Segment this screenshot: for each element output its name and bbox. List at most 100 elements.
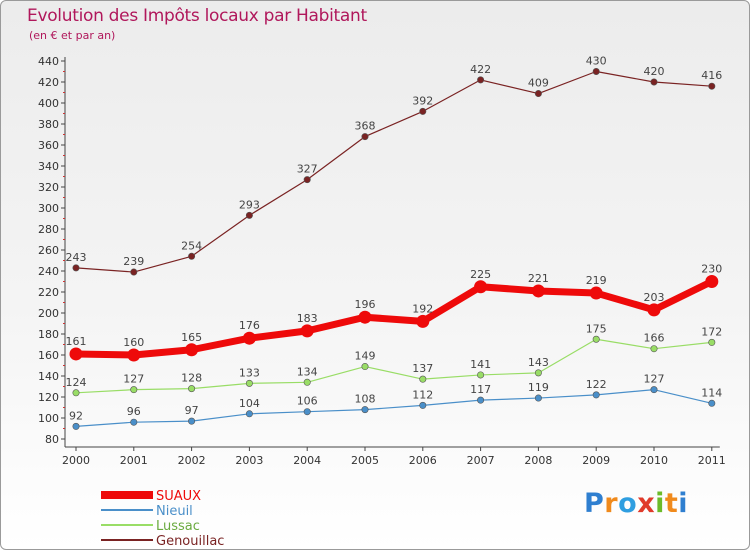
data-point-genouillac xyxy=(130,268,138,276)
data-point-genouillac xyxy=(708,82,716,90)
data-label-nieuil: 108 xyxy=(355,393,376,406)
data-point-nieuil xyxy=(245,410,253,418)
x-tick-label: 2002 xyxy=(178,454,206,467)
data-point-genouillac xyxy=(534,90,542,98)
data-label-nieuil: 97 xyxy=(185,404,199,417)
data-label-genouillac: 368 xyxy=(355,120,376,133)
data-point-suaux xyxy=(531,284,545,298)
data-label-lussac: 134 xyxy=(297,365,318,378)
data-point-lussac xyxy=(188,385,196,393)
data-point-suaux xyxy=(358,310,372,324)
y-tick-label: 220 xyxy=(38,286,59,299)
y-tick-label: 120 xyxy=(38,391,59,404)
y-tick-label: 280 xyxy=(38,223,59,236)
data-point-genouillac xyxy=(419,107,427,115)
y-tick-label: 400 xyxy=(38,97,59,110)
proxiti-logo: Proxiti xyxy=(584,488,688,519)
y-tick-label: 140 xyxy=(38,370,59,383)
data-label-genouillac: 243 xyxy=(66,251,87,264)
logo-letter: o xyxy=(618,488,638,519)
logo-letter: r xyxy=(604,488,619,519)
y-tick-label: 360 xyxy=(38,139,59,152)
legend-label-suaux: SUAUX xyxy=(156,489,201,504)
data-point-lussac xyxy=(303,378,311,386)
data-label-nieuil: 119 xyxy=(528,381,549,394)
data-point-suaux xyxy=(647,303,661,317)
x-tick-label: 2003 xyxy=(235,454,263,467)
x-tick-label: 2009 xyxy=(582,454,610,467)
data-point-nieuil xyxy=(534,394,542,402)
data-point-nieuil xyxy=(188,417,196,425)
data-point-genouillac xyxy=(650,78,658,86)
chart-title: Evolution des Impôts locaux par Habitant xyxy=(27,6,367,26)
x-tick-label: 2001 xyxy=(120,454,148,467)
data-point-nieuil xyxy=(477,396,485,404)
data-point-genouillac xyxy=(361,133,369,141)
data-label-lussac: 175 xyxy=(586,322,607,335)
data-label-lussac: 166 xyxy=(644,332,665,345)
data-label-lussac: 143 xyxy=(528,356,549,369)
data-point-lussac xyxy=(72,389,80,397)
data-point-lussac xyxy=(708,338,716,346)
data-point-genouillac xyxy=(245,211,253,219)
data-point-lussac xyxy=(245,379,253,387)
data-label-lussac: 124 xyxy=(66,376,87,389)
y-tick-label: 240 xyxy=(38,265,59,278)
data-label-nieuil: 92 xyxy=(69,409,83,422)
data-label-genouillac: 392 xyxy=(412,94,433,107)
data-label-genouillac: 254 xyxy=(181,239,202,252)
data-label-lussac: 128 xyxy=(181,372,202,385)
data-point-lussac xyxy=(534,369,542,377)
data-label-nieuil: 112 xyxy=(412,388,433,401)
data-point-suaux xyxy=(589,286,603,300)
data-label-genouillac: 416 xyxy=(701,69,722,82)
data-point-lussac xyxy=(592,335,600,343)
x-tick-label: 2000 xyxy=(62,454,90,467)
logo-letter: t xyxy=(664,488,679,519)
data-label-genouillac: 430 xyxy=(586,55,607,68)
data-label-suaux: 183 xyxy=(297,312,318,325)
legend-label-lussac: Lussac xyxy=(156,519,200,534)
logo-letter: x xyxy=(637,488,656,519)
y-tick-label: 200 xyxy=(38,307,59,320)
data-point-suaux xyxy=(185,343,199,357)
data-label-genouillac: 420 xyxy=(644,65,665,78)
y-tick-label: 180 xyxy=(38,328,59,341)
y-tick-label: 380 xyxy=(38,118,59,131)
data-label-suaux: 176 xyxy=(239,319,260,332)
data-point-suaux xyxy=(474,280,488,294)
data-label-nieuil: 122 xyxy=(586,378,607,391)
data-label-suaux: 225 xyxy=(470,268,491,281)
data-point-lussac xyxy=(650,345,658,353)
data-label-nieuil: 114 xyxy=(701,386,722,399)
data-point-lussac xyxy=(361,363,369,371)
y-tick-label: 340 xyxy=(38,160,59,173)
y-tick-label: 80 xyxy=(45,433,59,446)
data-label-genouillac: 409 xyxy=(528,77,549,90)
data-point-nieuil xyxy=(708,399,716,407)
data-label-lussac: 141 xyxy=(470,358,491,371)
legend-label-nieuil: Nieuil xyxy=(156,504,193,519)
series-line-suaux xyxy=(72,278,716,359)
data-label-suaux: 203 xyxy=(644,291,665,304)
data-point-genouillac xyxy=(72,264,80,272)
data-point-suaux xyxy=(300,324,314,338)
data-point-nieuil xyxy=(419,401,427,409)
data-label-genouillac: 239 xyxy=(123,255,144,268)
data-point-suaux xyxy=(69,347,83,361)
data-point-nieuil xyxy=(72,422,80,430)
x-tick-label: 2006 xyxy=(409,454,437,467)
series-line-lussac xyxy=(75,338,713,394)
y-tick-label: 420 xyxy=(38,76,59,89)
data-point-genouillac xyxy=(188,252,196,260)
y-tick-label: 160 xyxy=(38,349,59,362)
x-tick-label: 2005 xyxy=(351,454,379,467)
x-tick-label: 2007 xyxy=(467,454,495,467)
y-tick-label: 440 xyxy=(38,55,59,68)
data-point-lussac xyxy=(130,386,138,394)
data-label-genouillac: 293 xyxy=(239,198,260,211)
legend-label-genouillac: Genouillac xyxy=(156,534,224,549)
data-point-lussac xyxy=(419,375,427,383)
data-point-suaux xyxy=(242,331,256,345)
